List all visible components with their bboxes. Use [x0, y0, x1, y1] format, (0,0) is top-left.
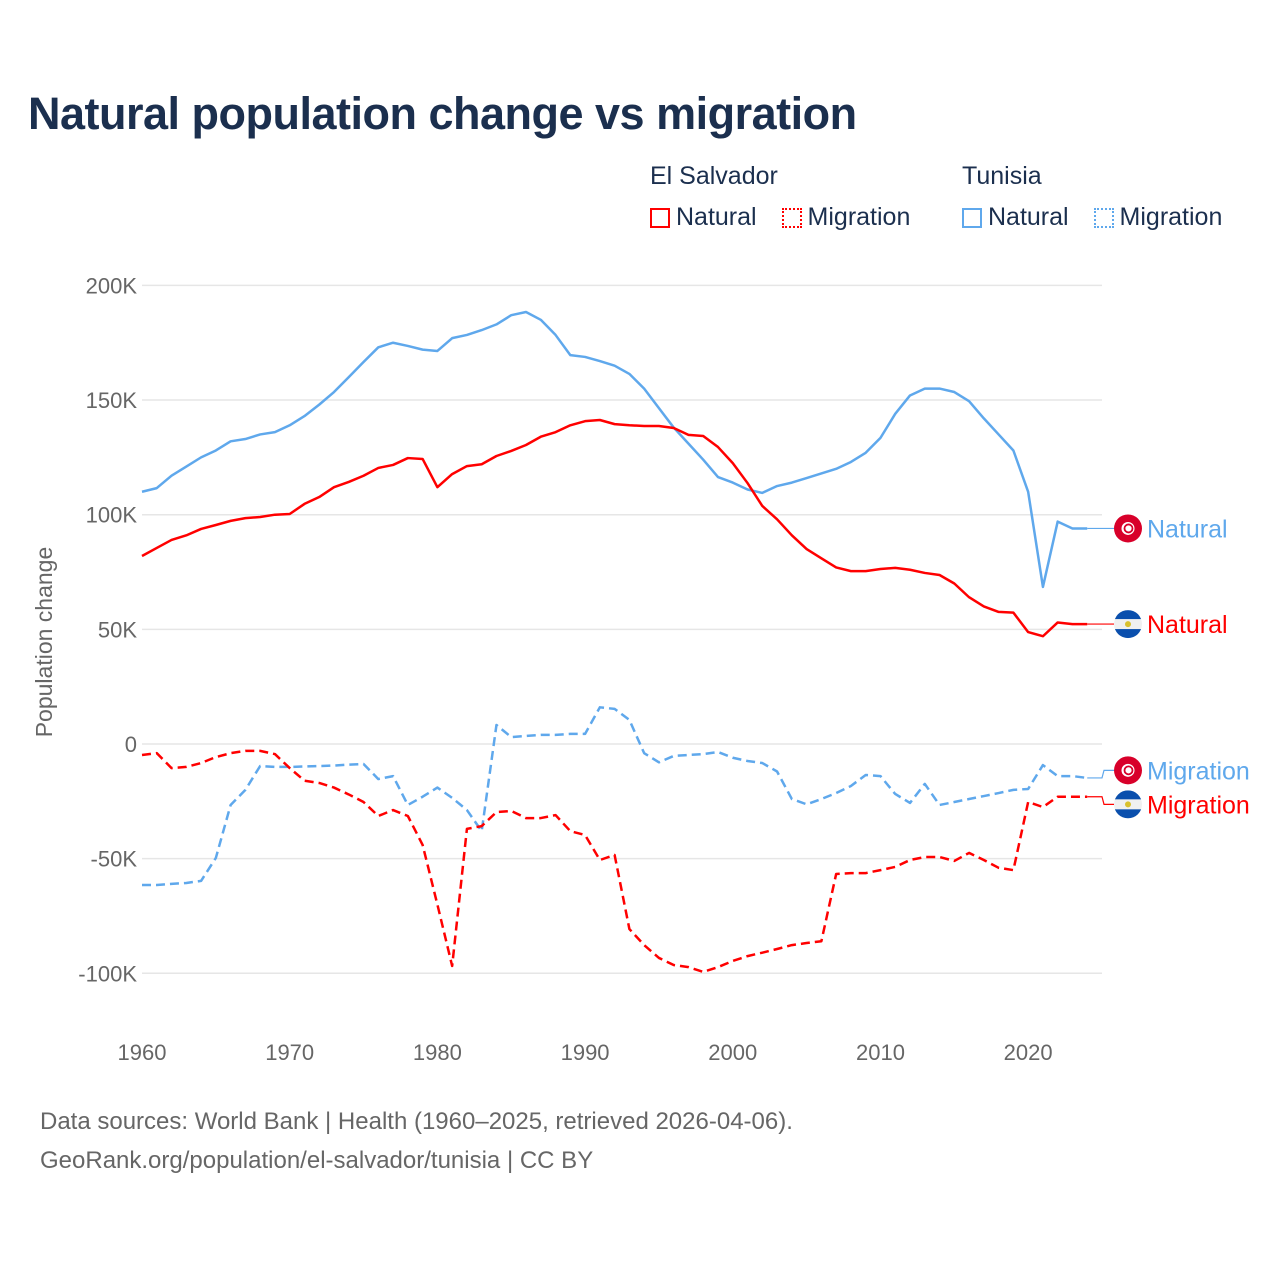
x-tick-label: 1990 — [561, 1040, 610, 1065]
footer-attribution[interactable]: GeoRank.org/population/el-salvador/tunis… — [40, 1147, 594, 1174]
legend-country: Tunisia — [962, 162, 1042, 190]
flag-el-salvador-icon — [1114, 790, 1142, 819]
flag-crescent — [1123, 523, 1134, 534]
legend-label: Migration — [807, 203, 911, 231]
end-label: Migration — [1147, 791, 1250, 819]
chart-title: Natural population change vs migration — [28, 88, 857, 139]
legend-swatch — [650, 207, 670, 228]
flag-el-salvador-icon — [1114, 610, 1142, 639]
y-tick-label: -50K — [91, 847, 138, 872]
y-tick-label: -100K — [78, 961, 137, 986]
end-label: Natural — [1147, 515, 1228, 543]
legend-label: Natural — [676, 203, 757, 231]
flag-tunisia-icon — [1114, 514, 1142, 543]
legend-label: Migration — [1119, 203, 1223, 231]
x-axis: 1960 1970 1980 1990 2000 2010 2020 — [118, 1040, 1053, 1065]
x-tick-label: 1980 — [413, 1040, 462, 1065]
end-label: Natural — [1147, 611, 1228, 639]
legend-item-tunisia-natural[interactable]: Natural — [962, 203, 1069, 232]
x-tick-label: 2010 — [856, 1040, 905, 1065]
y-tick-label: 0 — [125, 732, 137, 757]
y-tick-label: 100K — [86, 503, 138, 528]
legend-item-el-salvador-natural[interactable]: Natural — [650, 203, 757, 232]
flag-tunisia-icon — [1114, 756, 1142, 785]
flag-crescent — [1123, 765, 1134, 776]
x-tick-label: 2000 — [708, 1040, 757, 1065]
flag-stripe-top — [1114, 610, 1142, 620]
x-tick-label: 1960 — [118, 1040, 167, 1065]
x-tick-label: 2020 — [1004, 1040, 1053, 1065]
label-connector — [1087, 796, 1114, 805]
y-tick-label: 50K — [98, 617, 137, 642]
x-tick-label: 1970 — [265, 1040, 314, 1065]
legend-swatch — [962, 207, 982, 228]
end-label: Migration — [1147, 757, 1250, 785]
legend-swatch — [781, 207, 802, 228]
y-axis-label: Population change — [31, 547, 57, 738]
flag-stripe-bottom — [1114, 809, 1142, 819]
y-tick-label: 150K — [86, 388, 138, 413]
legend-swatch — [1093, 207, 1114, 228]
end-labels: Natural Natural Migration Migration — [1087, 514, 1250, 819]
series-line-tunisia-natural — [141, 310, 1088, 589]
flag-emblem — [1125, 621, 1131, 628]
y-axis: 200K 150K 100K 50K 0 -50K -100K — [78, 273, 137, 986]
series-line-el-salvador-natural — [141, 418, 1088, 638]
flag-stripe-top — [1114, 790, 1142, 800]
footer-sources: Data sources: World Bank | Health (1960–… — [40, 1108, 793, 1135]
series-line-el-salvador-migration — [141, 749, 1088, 974]
label-connector — [1087, 769, 1114, 779]
legend-country: El Salvador — [650, 162, 778, 190]
legend-item-tunisia-migration[interactable]: Migration — [1093, 203, 1223, 232]
legend-group-el-salvador: El Salvador Natural Migration — [650, 162, 928, 235]
series-line-tunisia-migration — [142, 706, 1088, 887]
legend-label: Natural — [988, 203, 1069, 231]
series-lines — [141, 310, 1088, 974]
grid — [142, 284, 1102, 975]
flag-stripe-bottom — [1114, 629, 1142, 639]
legend-item-el-salvador-migration[interactable]: Migration — [781, 203, 911, 232]
y-tick-label: 200K — [86, 273, 138, 298]
legend-group-tunisia: Tunisia Natural Migration — [962, 162, 1222, 235]
flag-emblem — [1125, 801, 1131, 808]
